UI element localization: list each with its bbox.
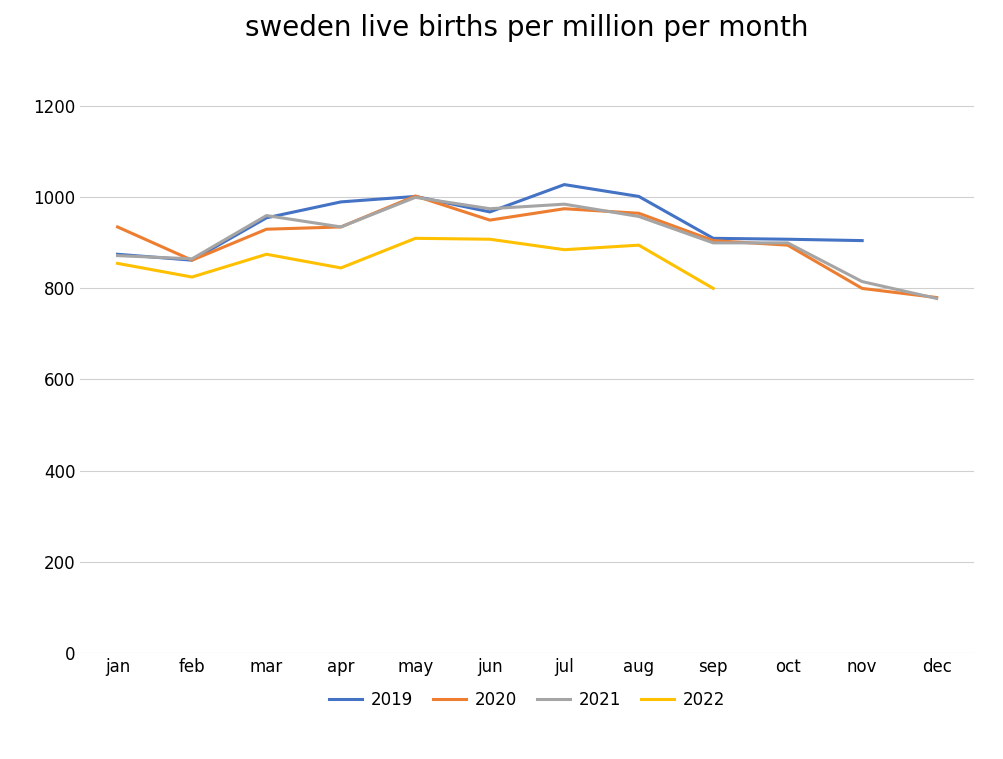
- 2019: [706, 234, 718, 243]
- 2021: [186, 254, 198, 263]
- 2022: [558, 245, 570, 254]
- 2020: [558, 204, 570, 213]
- 2020: [632, 209, 644, 218]
- 2020: [706, 236, 718, 245]
- 2019: [186, 256, 198, 265]
- Line: 2021: 2021: [117, 197, 936, 298]
- 2020: [781, 241, 793, 250]
- 2021: [706, 238, 718, 247]
- 2019: [335, 197, 347, 206]
- Line: 2020: 2020: [117, 196, 936, 298]
- Line: 2019: 2019: [117, 184, 862, 260]
- 2021: [781, 238, 793, 247]
- 2019: [409, 192, 421, 201]
- 2021: [856, 277, 868, 286]
- 2020: [111, 222, 123, 231]
- 2019: [260, 213, 272, 222]
- 2019: [856, 236, 868, 245]
- 2022: [111, 259, 123, 268]
- 2019: [632, 192, 644, 201]
- 2022: [632, 241, 644, 250]
- 2021: [930, 294, 942, 303]
- 2020: [186, 256, 198, 265]
- 2020: [930, 293, 942, 302]
- 2021: [260, 211, 272, 220]
- 2020: [260, 225, 272, 234]
- 2022: [186, 272, 198, 282]
- Legend: 2019, 2020, 2021, 2022: 2019, 2020, 2021, 2022: [322, 684, 731, 716]
- 2021: [558, 200, 570, 209]
- 2022: [409, 234, 421, 243]
- 2021: [335, 222, 347, 231]
- 2020: [856, 284, 868, 293]
- 2019: [111, 250, 123, 259]
- 2022: [260, 250, 272, 259]
- 2019: [558, 180, 570, 189]
- 2021: [409, 193, 421, 202]
- 2019: [483, 207, 495, 216]
- 2019: [781, 235, 793, 244]
- 2020: [483, 216, 495, 225]
- Title: sweden live births per million per month: sweden live births per million per month: [245, 14, 808, 42]
- 2020: [335, 222, 347, 231]
- 2021: [483, 204, 495, 213]
- 2021: [111, 251, 123, 260]
- 2022: [335, 263, 347, 272]
- 2020: [409, 191, 421, 200]
- 2022: [483, 235, 495, 244]
- 2022: [706, 284, 718, 293]
- 2021: [632, 212, 644, 221]
- Line: 2022: 2022: [117, 238, 712, 288]
